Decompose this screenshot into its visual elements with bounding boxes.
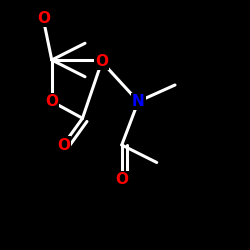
Text: O: O: [45, 94, 58, 109]
Text: O: O: [95, 54, 108, 69]
Text: O: O: [57, 138, 70, 152]
Text: O: O: [37, 11, 50, 26]
Text: N: N: [132, 94, 144, 109]
Text: O: O: [115, 172, 128, 188]
